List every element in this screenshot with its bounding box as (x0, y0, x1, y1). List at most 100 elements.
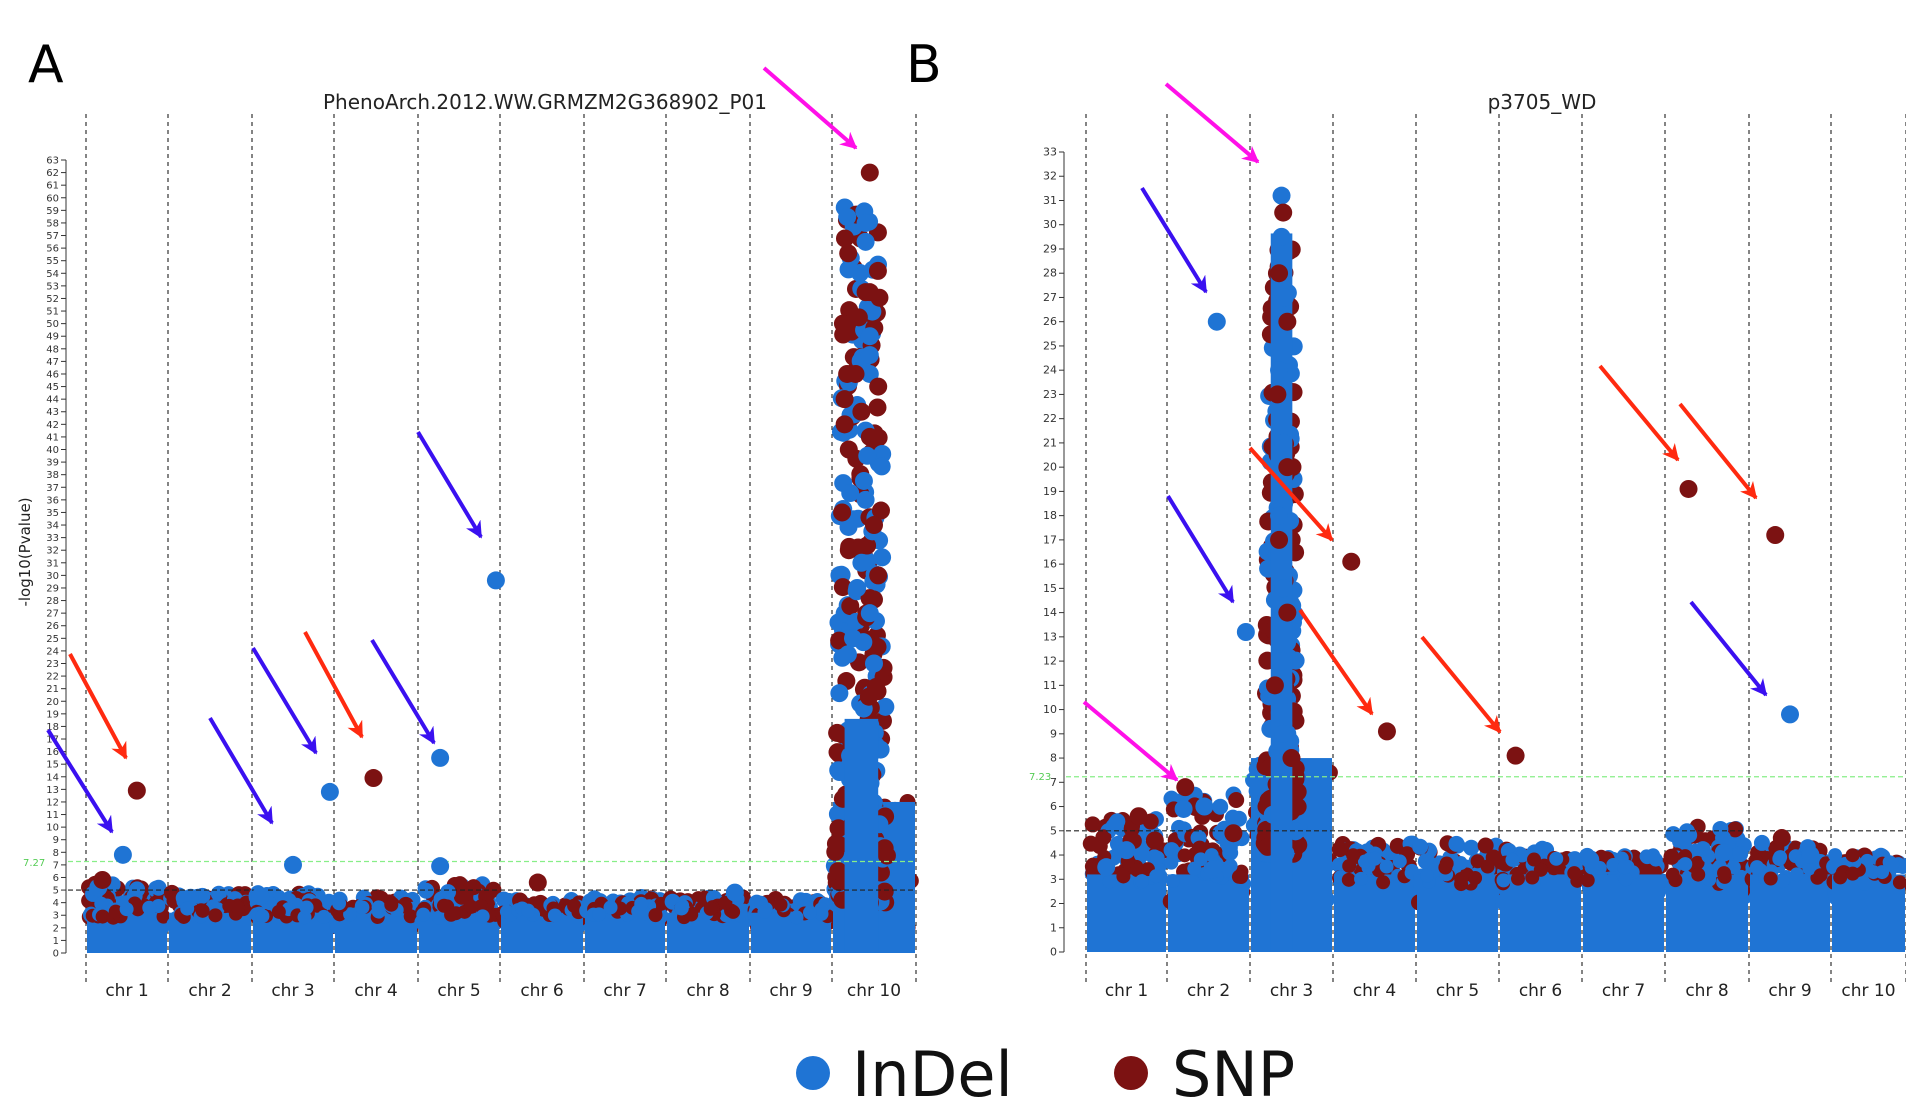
arrow-red-b-chr3-a (1248, 446, 1334, 542)
snp-indel-point (1505, 852, 1520, 867)
chromosome-label: chr 2 (188, 981, 231, 1001)
snp-indel-point (863, 302, 882, 321)
arrow-blue-b-chr9 (1689, 600, 1768, 697)
snp-indel-point (316, 909, 331, 924)
y-tick-label: 37 (46, 483, 59, 494)
snp-indel-point (418, 882, 435, 899)
overplotted-base (1087, 874, 1166, 952)
snp-indel-point (603, 900, 618, 915)
snp-indel-point (877, 846, 896, 865)
snp-indel-point (271, 904, 286, 919)
legend-snp-marker (1114, 1056, 1148, 1090)
snp-indel-point (1454, 871, 1469, 886)
indel-point (1207, 312, 1226, 331)
y-tick-label: 61 (46, 181, 59, 192)
snp-indel-point (1857, 876, 1872, 891)
chromosome-label: chr 4 (1353, 981, 1396, 1001)
snp-point (1766, 526, 1785, 545)
snp-indel-point (1701, 849, 1716, 864)
y-tick-label: 9 (53, 835, 59, 846)
snp-indel-point (1860, 853, 1875, 868)
snp-point (839, 440, 858, 459)
y-tick-label: 11 (1043, 679, 1057, 692)
snp-indel-point (1885, 856, 1900, 871)
overplotted-base (1334, 874, 1415, 952)
snp-indel-point (1102, 874, 1117, 889)
snp-indel-point (180, 901, 195, 916)
y-tick-label: 48 (46, 344, 59, 355)
panel-b-title: p3705_WD (1488, 90, 1597, 114)
snp-indel-point (1212, 798, 1229, 815)
indel-point (1275, 288, 1294, 307)
y-tick-label: 33 (1043, 146, 1057, 159)
y-tick-label: 56 (46, 244, 59, 255)
snp-indel-point (1681, 827, 1698, 844)
snp-indel-point (195, 903, 210, 918)
snp-indel-point (1150, 850, 1165, 865)
y-tick-label: 62 (46, 168, 59, 179)
snp-point (1176, 778, 1195, 797)
indel-point (1117, 841, 1136, 860)
background-points (1082, 753, 1906, 952)
snp-indel-point (1549, 851, 1564, 866)
snp-point (1278, 603, 1297, 622)
y-tick-label: 41 (46, 432, 59, 443)
snp-indel-point (1866, 865, 1881, 880)
snp-indel-point (1289, 835, 1308, 854)
arrow-red-a-chr4 (303, 631, 364, 739)
y-tick-label: 30 (1043, 218, 1057, 231)
indel-point (1272, 652, 1291, 671)
snp-indel-point (437, 898, 452, 913)
y-tick-label: 3 (1050, 873, 1057, 886)
snp-indel-point (841, 484, 860, 503)
snp-indel-point (1892, 875, 1906, 890)
indel-point (848, 578, 867, 597)
snp-indel-point (448, 906, 463, 921)
snp-point (93, 870, 112, 889)
snp-point (364, 769, 383, 788)
y-tick-label: 21 (1043, 436, 1057, 449)
indel-point (1274, 724, 1293, 743)
indel-point (1270, 361, 1289, 380)
y-tick-label: 60 (46, 193, 59, 204)
snp-indel-point (1480, 859, 1495, 874)
snp-indel-point (1379, 859, 1394, 874)
snp-point (1270, 530, 1289, 549)
snp-indel-point (1342, 858, 1357, 873)
indel-point (858, 446, 877, 465)
y-tick-label: 2 (1050, 897, 1057, 910)
panel-b-threshold-label: 7.23 (1029, 772, 1051, 783)
y-tick-label: 10 (1043, 703, 1057, 716)
panel-a-ylabel: -log10(Pvalue) (16, 497, 34, 606)
y-tick-label: 54 (46, 269, 59, 280)
snp-indel-point (1116, 869, 1131, 884)
y-tick-label: 16 (1043, 558, 1057, 571)
snp-indel-point (1833, 870, 1848, 885)
snp-indel-point (453, 888, 470, 905)
indel-point (431, 857, 450, 876)
legend-indel-label: InDel (852, 1038, 1013, 1104)
chromosome-label: chr 1 (105, 981, 148, 1001)
indel-point (860, 604, 879, 623)
y-tick-label: 5 (53, 886, 59, 897)
chromosome-label: chr 2 (1187, 981, 1230, 1001)
snp-indel-point (1149, 869, 1164, 884)
y-tick-label: 31 (1043, 194, 1057, 207)
y-tick-label: 30 (46, 571, 59, 582)
snp-indel-point (875, 882, 894, 901)
indel-point (113, 845, 132, 864)
y-tick-label: 28 (46, 596, 59, 607)
chromosome-label: chr 8 (686, 981, 729, 1001)
y-tick-label: 15 (1043, 582, 1057, 595)
snp-indel-point (1468, 871, 1483, 886)
y-tick-label: 26 (46, 621, 59, 632)
snp-indel-point (839, 517, 858, 536)
y-tick-label: 40 (46, 445, 59, 456)
y-tick-label: 18 (1043, 509, 1057, 522)
indel-point (431, 748, 450, 767)
y-tick-label: 27 (46, 609, 59, 620)
snp-point (1274, 203, 1293, 222)
snp-indel-point (1510, 871, 1525, 886)
snp-indel-point (757, 904, 772, 919)
snp-indel-point (1438, 860, 1453, 875)
